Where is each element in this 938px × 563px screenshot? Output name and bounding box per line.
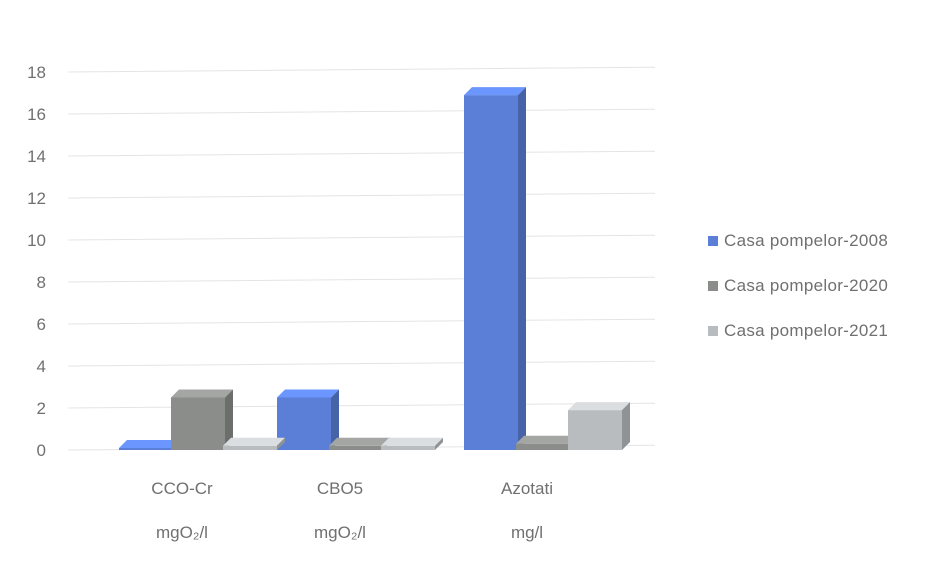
bar-front [223,445,277,450]
bar-side [518,87,526,450]
bar-top [171,389,233,398]
y-tick-label: 6 [37,315,46,334]
gridline [67,318,656,325]
y-tick-label: 16 [27,105,46,124]
legend-swatch-2021 [708,326,718,336]
x-unit-label: mgO₂/l [314,523,366,542]
legend-item-2020: Casa pompelor-2020 [708,275,888,297]
bar-top [568,402,630,411]
gridline [67,150,656,157]
bar-front [277,397,331,450]
gridline [67,108,656,115]
bar-front [329,445,383,450]
legend-label-2020: Casa pompelor-2020 [724,276,889,295]
x-unit-label: mgO₂/l [156,523,208,542]
y-tick-label: 2 [37,399,46,418]
gridline [67,234,656,241]
bar-top [277,389,339,398]
legend-label-2021: Casa pompelor-2021 [724,321,889,340]
bar-top [223,437,285,446]
legend-label-2008: Casa pompelor-2008 [724,231,889,250]
x-category-label: Azotati [501,479,553,498]
bar-top [516,435,578,444]
bar-side [331,389,339,450]
legend-swatch-2008 [708,236,718,246]
bar-front [516,443,570,450]
bars [119,87,630,450]
bar-front [171,397,225,450]
gridline [67,66,656,73]
bar [381,437,443,450]
bar [223,437,285,450]
y-tick-label: 8 [37,273,46,292]
bar [277,389,339,450]
bar-side [622,402,630,450]
x-axis-labels: CCO-Cr mgO₂/l CBO5 mgO₂/l Azotati mg/l [151,479,553,542]
gridlines [67,66,656,451]
y-tick-label: 4 [37,357,46,376]
x-category-label: CCO-Cr [151,479,213,498]
bar-front [568,410,622,450]
y-tick-label: 18 [27,63,46,82]
bar-top [119,440,181,448]
bar-front [464,95,518,450]
bar-side [435,437,443,450]
legend: Casa pompelor-2008 Casa pompelor-2020 Ca… [708,230,888,365]
bar-front [119,448,173,450]
legend-swatch-2020 [708,281,718,291]
bar [171,389,233,450]
bar-side [225,389,233,450]
y-tick-label: 14 [27,147,46,166]
y-tick-label: 0 [37,441,46,460]
bar-top [381,437,443,446]
bar [464,87,526,450]
x-category-label: CBO5 [317,479,363,498]
y-tick-label: 10 [27,231,46,250]
bar-top [464,87,526,96]
bar [568,402,630,450]
y-axis-ticks: 0 2 4 6 8 10 12 14 16 18 [27,63,46,460]
y-tick-label: 12 [27,189,46,208]
bar-front [381,445,435,450]
gridline [67,360,656,367]
legend-item-2021: Casa pompelor-2021 [708,320,888,342]
bar-top [329,437,391,446]
gridline [67,402,656,409]
legend-item-2008: Casa pompelor-2008 [708,230,888,252]
x-unit-label: mg/l [511,523,543,542]
gridline [67,192,656,199]
gridline [67,276,656,283]
bar-side [277,437,285,450]
